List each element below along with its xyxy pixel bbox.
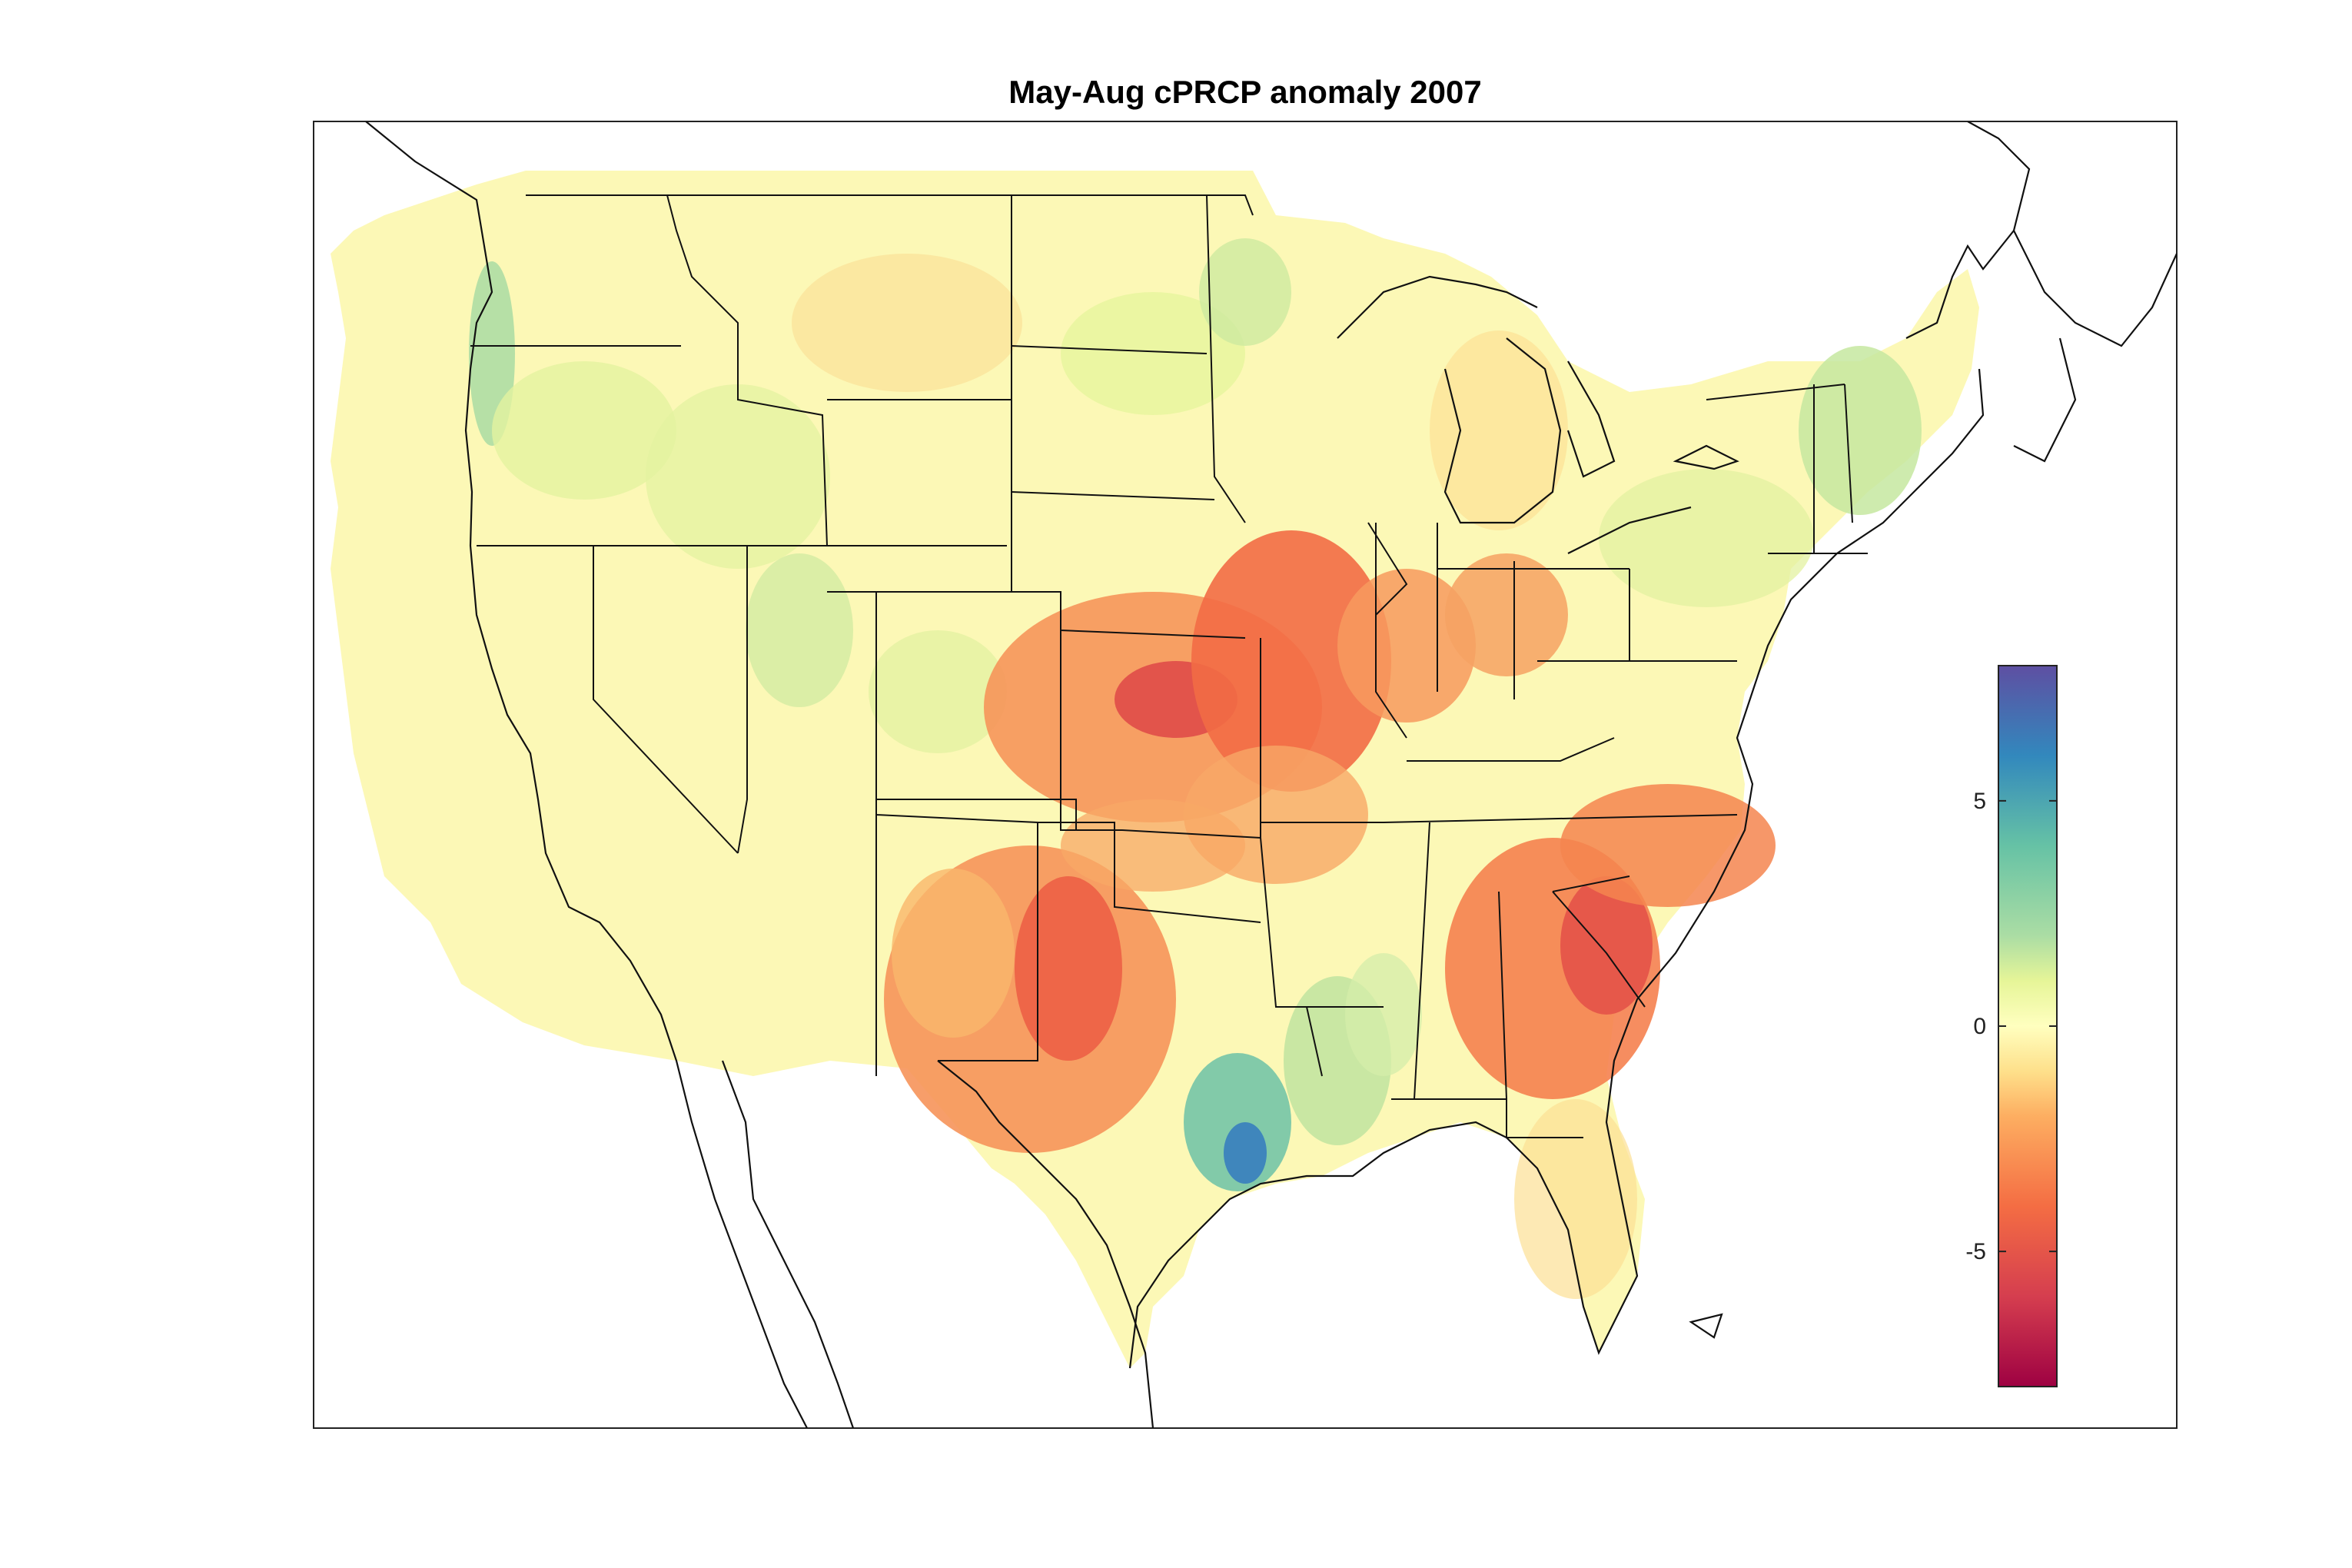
anomaly-blob-northwest <box>492 361 676 500</box>
anomaly-blob-sc-core <box>1560 876 1653 1015</box>
anomaly-blob-dakotas <box>1061 292 1245 415</box>
colorbar: 5 0 -5 <box>1965 665 2058 1387</box>
colorbar-tick-label: 0 <box>1973 1014 1986 1039</box>
anomaly-blob-newmexico <box>892 869 1015 1038</box>
anomaly-blob-se-texas-core <box>1224 1122 1267 1184</box>
colorbar-tick-label: -5 <box>1965 1239 1986 1264</box>
colorbar-gradient <box>1998 665 2058 1387</box>
anomaly-blob-montana <box>792 254 1022 392</box>
anomaly-blob-minnesota <box>1199 238 1291 346</box>
anomaly-blob-ohio <box>1445 553 1568 676</box>
anomaly-blob-missouri <box>1191 530 1391 792</box>
anomaly-blob-mississippi <box>1345 953 1422 1076</box>
anomaly-blob-newengland <box>1799 346 1922 515</box>
anomaly-blob-utah <box>746 553 853 707</box>
map-title: May-Aug cPRCP anomaly 2007 <box>1008 74 1482 110</box>
colorbar-tick-label: 5 <box>1973 789 1986 814</box>
anomaly-blob-colorado <box>869 630 1007 753</box>
colorbar-ticks: 5 0 -5 <box>1965 789 2057 1264</box>
anomaly-blob-oklahoma <box>1061 799 1245 892</box>
anomaly-field <box>331 171 1979 1368</box>
anomaly-blob-illinois <box>1337 569 1476 723</box>
anomaly-blob-florida <box>1514 1099 1637 1299</box>
coastlines <box>365 121 2177 1428</box>
state-boundaries <box>470 194 1868 1138</box>
anomaly-blob-michigan <box>1430 331 1568 530</box>
anomaly-blob-carolinas <box>1560 784 1776 907</box>
anomaly-blob-newyork <box>1599 469 1814 607</box>
anomaly-blob-idaho <box>646 384 830 569</box>
anomaly-blob-texas-core <box>1015 876 1122 1061</box>
